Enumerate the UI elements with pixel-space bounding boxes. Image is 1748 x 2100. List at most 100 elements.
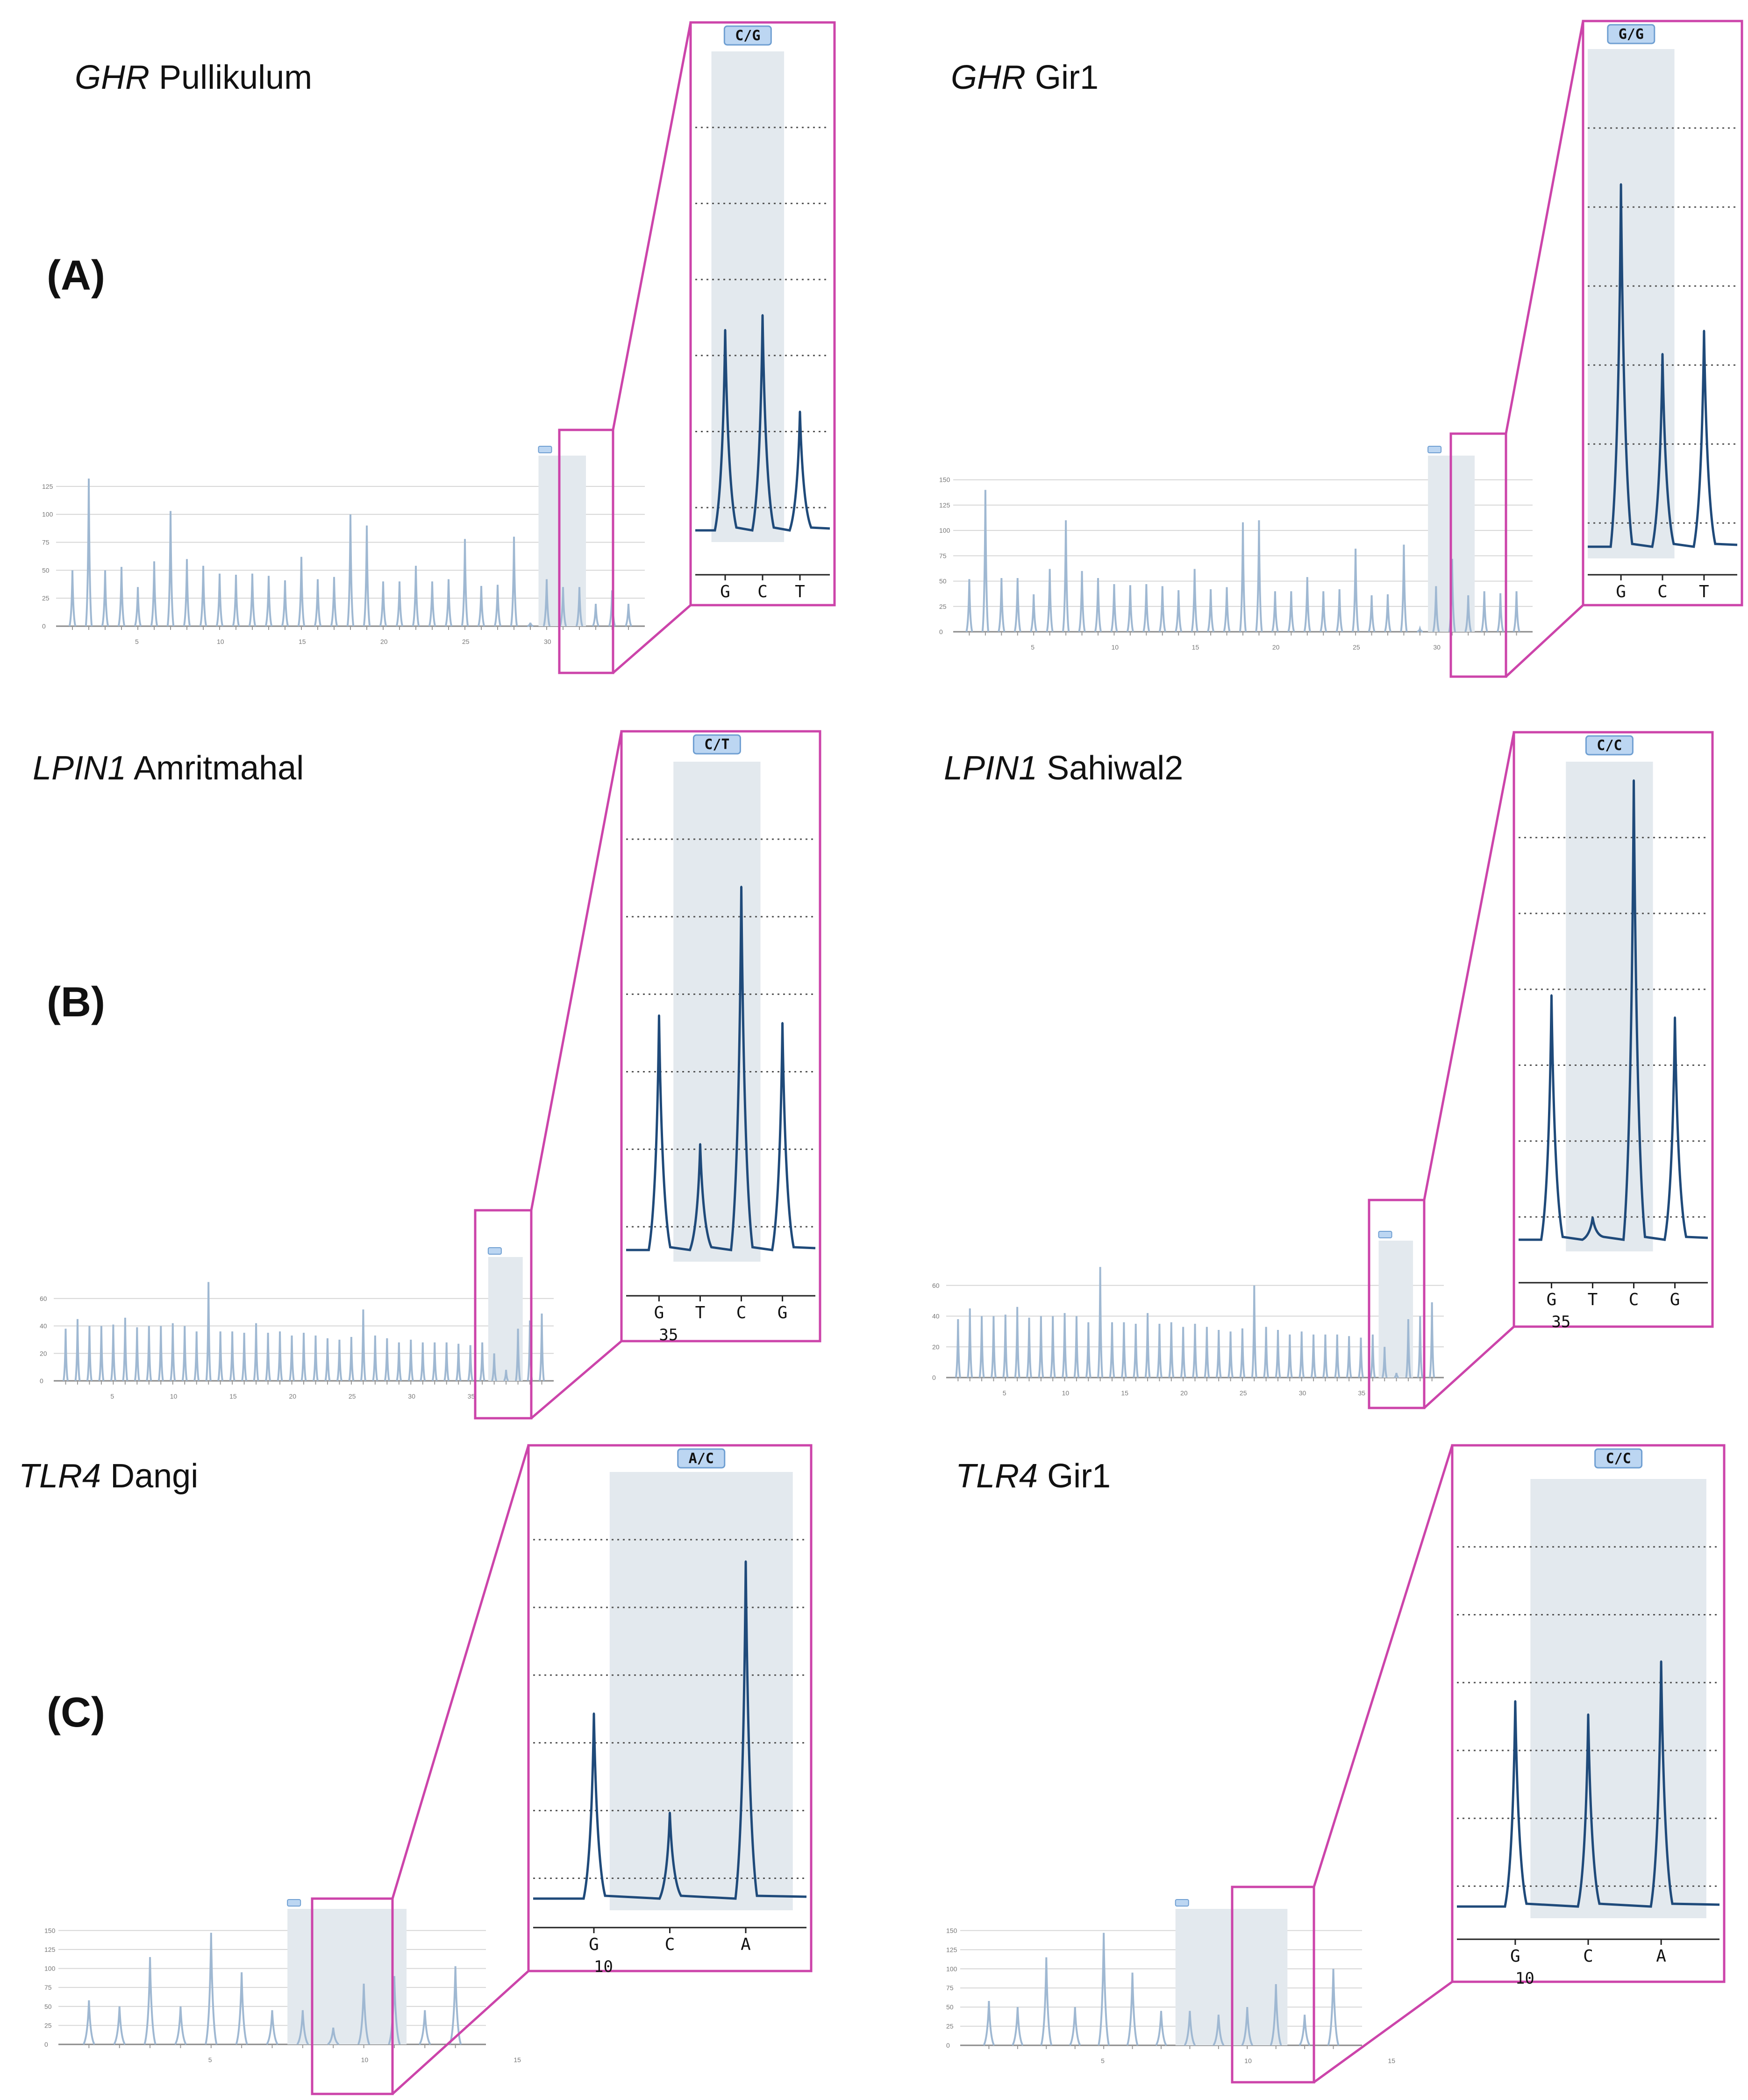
- overview-peak: [624, 604, 633, 627]
- overview-x-tick: 25: [1240, 1389, 1247, 1397]
- genotype-label: C/C: [1606, 1450, 1631, 1467]
- overview-peak: [277, 1331, 283, 1381]
- overview-peak: [978, 1316, 985, 1378]
- overview-peak: [170, 1323, 176, 1381]
- chart-c-right: TLR4 Gir1 0 25 50 75 100 125 150 5 10 15 C/C G C A 10: [946, 1444, 1726, 2084]
- chart-title: TLR4 Gir1: [956, 1457, 1111, 1495]
- overview-peak: [1286, 1334, 1293, 1378]
- overview-peak: [1255, 520, 1263, 632]
- zoom-peak-g: [593, 1712, 595, 1714]
- overview-peak: [134, 1327, 140, 1381]
- overview-peak: [1142, 584, 1150, 632]
- overview-y-tick: 25: [939, 603, 947, 610]
- genotype-badge: [677, 1448, 726, 1469]
- overview-x-tick: 10: [1111, 643, 1119, 651]
- overview-peak: [1346, 1336, 1352, 1378]
- zoom-selection-box: [558, 429, 614, 674]
- overview-peak: [1215, 1330, 1222, 1378]
- overview-peak: [1251, 1285, 1257, 1378]
- zoom-peak-g: [1514, 1700, 1516, 1702]
- overview-peak: [388, 1976, 401, 2045]
- breed-name: Sahiwal2: [1047, 750, 1183, 787]
- overview-y-tick: 150: [946, 1927, 957, 1934]
- position-number: 35: [1551, 1313, 1570, 1331]
- overview-peak: [1078, 571, 1086, 632]
- overview-peak: [538, 1314, 545, 1381]
- overview-y-tick: 50: [42, 566, 50, 574]
- overview-peak: [1109, 1322, 1115, 1378]
- overview-peak: [122, 1317, 128, 1381]
- overview-peak: [146, 1326, 152, 1381]
- overview-peak: [1062, 520, 1070, 632]
- zoom-highlight-band: [609, 1472, 793, 1910]
- overview-y-tick: 75: [44, 1984, 52, 1991]
- overview-peak: [503, 1370, 509, 1382]
- overview-peak: [312, 1336, 319, 1381]
- overview-peak: [1400, 544, 1408, 632]
- overview-peak: [101, 570, 109, 627]
- overview-peak: [1120, 1322, 1127, 1378]
- genotype-label: C/G: [735, 28, 760, 44]
- overview-x-tick: 5: [110, 1393, 114, 1400]
- overview-genotype-badge: [1427, 446, 1442, 453]
- title-space: [1026, 59, 1035, 96]
- base-call-label: G: [1670, 1290, 1680, 1309]
- overview-genotype-badge: [487, 1247, 502, 1255]
- zoom-highlight-band: [1588, 49, 1675, 558]
- zoom-panel: C/C G C A 10: [1451, 1444, 1726, 1988]
- overview-peak: [467, 1345, 474, 1381]
- overview-peak: [1191, 1323, 1199, 1378]
- overview-peak: [1239, 522, 1247, 632]
- overview-peak: [288, 1336, 295, 1381]
- overview-peak: [493, 585, 502, 627]
- overview-peak: [229, 1331, 235, 1381]
- overview-peak: [300, 1333, 307, 1381]
- zoom-connector-bottom: [1313, 1980, 1453, 2084]
- overview-x-tick: 15: [1121, 1389, 1128, 1397]
- overview-y-tick: 75: [42, 539, 50, 546]
- overview-peak: [990, 1316, 997, 1378]
- overview-peak: [360, 1309, 366, 1381]
- overview-peak: [461, 539, 469, 627]
- breed-name: Pullikulum: [159, 59, 312, 96]
- overview-x-tick: 15: [299, 638, 306, 645]
- overview-y-tick: 150: [939, 476, 950, 484]
- overview-y-tick: 0: [939, 628, 943, 636]
- zoom-peak-c: [1662, 353, 1663, 355]
- overview-peak: [1432, 586, 1440, 632]
- overview-peak: [82, 2000, 95, 2045]
- overview-peak: [1062, 1313, 1068, 1378]
- overview-peak: [297, 557, 306, 627]
- overview-peak: [559, 587, 567, 627]
- base-call-label: G: [778, 1303, 788, 1322]
- zoom-connector-top: [612, 22, 692, 430]
- overview-peak: [1155, 2011, 1167, 2046]
- overview-y-tick: 75: [939, 552, 947, 559]
- overview-peak: [428, 581, 436, 627]
- genotype-label: C/T: [704, 736, 729, 753]
- zoom-connector-top: [1423, 732, 1515, 1200]
- overview-peak: [1497, 593, 1505, 632]
- gene-name: TLR4: [19, 1457, 101, 1495]
- overview-peak: [117, 567, 126, 627]
- zoom-connector-bottom: [1505, 604, 1584, 678]
- title-space: [1037, 750, 1047, 787]
- overview-y-tick: 0: [946, 2042, 950, 2049]
- overview-x-tick: 5: [1031, 643, 1035, 651]
- zoom-peak-t: [1591, 1216, 1594, 1219]
- overview-peak: [1223, 587, 1231, 632]
- breed-name: Gir1: [1047, 1457, 1111, 1495]
- overview-peak: [1206, 589, 1215, 632]
- gene-name: LPIN1: [33, 750, 126, 787]
- overview-peak: [1394, 1372, 1399, 1379]
- overview-peak: [444, 579, 453, 627]
- overview-x-tick: 20: [380, 638, 388, 645]
- overview-peak: [1069, 2007, 1081, 2046]
- overview-peak: [1270, 1984, 1282, 2046]
- overview-peak: [407, 1339, 414, 1381]
- overview-x-tick: 10: [1062, 1389, 1070, 1397]
- overview-peak: [515, 1329, 521, 1381]
- overview-x-tick: 15: [229, 1393, 237, 1400]
- title-space: [150, 59, 159, 96]
- overview-peak: [1158, 586, 1166, 632]
